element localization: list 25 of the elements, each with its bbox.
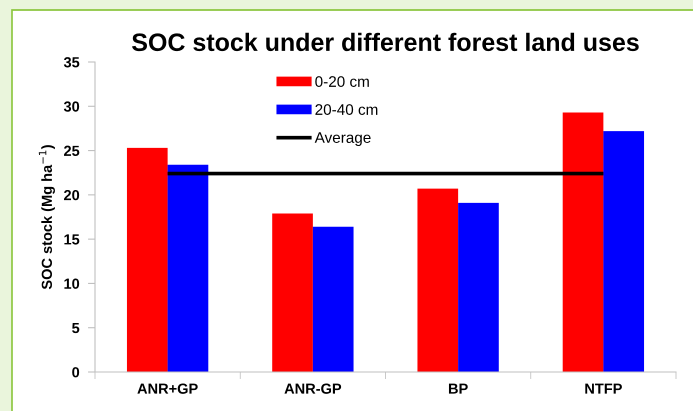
bar xyxy=(168,164,208,372)
bar xyxy=(312,226,354,372)
bar xyxy=(458,202,499,372)
bar xyxy=(272,213,313,372)
y-tick-label: 35 xyxy=(64,57,80,68)
bar xyxy=(603,131,644,372)
bar xyxy=(417,188,458,372)
legend-label: 0-20 cm xyxy=(315,76,369,87)
x-tick-label: ANR-GP xyxy=(284,383,342,394)
x-tick-label: BP xyxy=(448,384,468,394)
y-tick-label: 20 xyxy=(64,190,80,200)
chart-title: SOC stock under different forest land uses xyxy=(132,32,639,52)
y-tick-label: 30 xyxy=(64,101,80,112)
legend-label: Average xyxy=(314,132,371,146)
y-tick-label: 25 xyxy=(64,146,80,156)
bar xyxy=(562,112,604,372)
x-tick-label: NTFP xyxy=(585,384,622,394)
y-axis-title: SOC stock (Mg ha$^{−1}$) xyxy=(38,145,55,290)
bar xyxy=(126,148,168,372)
y-tick-label: 15 xyxy=(64,234,80,245)
y-tick-label: 5 xyxy=(72,322,80,334)
y-tick-label: 0 xyxy=(72,367,80,378)
x-tick-label: ANR+GP xyxy=(137,383,198,394)
legend-label: 20-40 cm xyxy=(315,104,378,115)
y-tick-label: 10 xyxy=(64,278,80,289)
